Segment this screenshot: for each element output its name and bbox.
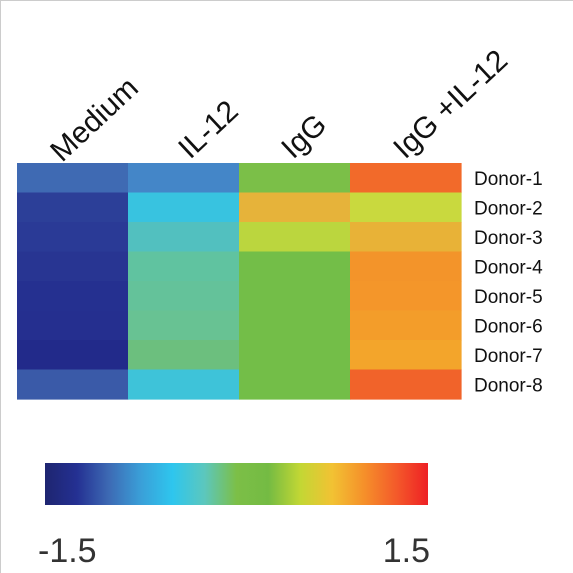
heatmap-cell: [239, 192, 351, 223]
heatmap-cell: [239, 281, 351, 312]
colorbar: -1.5 1.5: [38, 463, 430, 570]
heatmap-cell: [350, 163, 462, 194]
heatmap-cell: [128, 222, 240, 253]
heatmap-cell: [128, 251, 240, 282]
column-label: IgG +IL-12: [387, 44, 514, 165]
heatmap-cell: [17, 310, 129, 341]
heatmap-cell: [350, 369, 462, 400]
colorbar-max-label: 1.5: [383, 532, 430, 570]
heatmap-cell: [17, 251, 129, 282]
heatmap-cell: [239, 340, 351, 371]
heatmap-cell: [239, 222, 351, 253]
heatmap-cell: [350, 340, 462, 371]
column-labels: Medium IL-12 IgG IgG +IL-12: [44, 44, 514, 168]
column-label: IgG: [275, 108, 333, 165]
row-label: Donor-8: [474, 375, 543, 396]
heatmap-cell: [128, 310, 240, 341]
heatmap-cell: [350, 281, 462, 312]
heatmap-cells: [17, 163, 462, 400]
heatmap-cell: [350, 251, 462, 282]
heatmap-cell: [128, 369, 240, 400]
column-label: Medium: [44, 71, 145, 168]
row-label: Donor-6: [474, 316, 543, 337]
column-label: IL-12: [172, 94, 245, 165]
row-label: Donor-4: [474, 257, 543, 278]
heatmap-cell: [17, 192, 129, 223]
heatmap-cell: [350, 192, 462, 223]
heatmap-cell: [128, 192, 240, 223]
heatmap-cell: [17, 340, 129, 371]
heatmap-cell: [350, 222, 462, 253]
heatmap-cell: [350, 310, 462, 341]
heatmap-cell: [239, 251, 351, 282]
heatmap-cell: [17, 281, 129, 312]
heatmap-cell: [128, 340, 240, 371]
row-labels: Donor-1 Donor-2 Donor-3 Donor-4 Donor-5 Donor…: [474, 169, 543, 397]
heatmap-cell: [17, 163, 129, 194]
heatmap-cell: [239, 310, 351, 341]
heatmap-cell: [17, 369, 129, 400]
heatmap-cell: [128, 163, 240, 194]
row-label: Donor-1: [474, 169, 543, 190]
row-label: Donor-3: [474, 228, 543, 249]
row-label: Donor-7: [474, 346, 543, 367]
heatmap-cell: [128, 281, 240, 312]
row-label: Donor-2: [474, 198, 543, 219]
heatmap-cell: [17, 222, 129, 253]
heatmap-cell: [239, 369, 351, 400]
heatmap-cell: [239, 163, 351, 194]
colorbar-gradient: [45, 463, 428, 505]
colorbar-min-label: -1.5: [38, 532, 97, 570]
row-label: Donor-5: [474, 287, 543, 308]
